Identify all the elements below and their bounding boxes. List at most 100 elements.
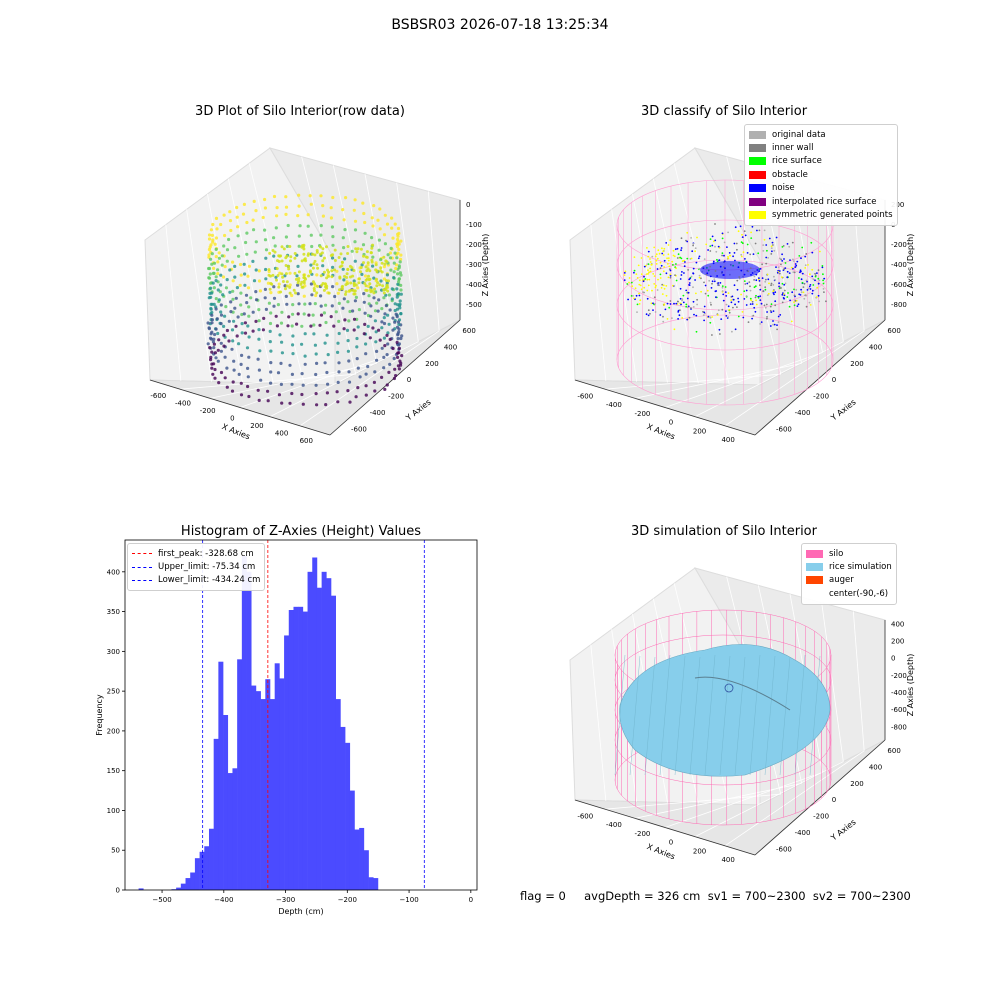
data-point — [373, 319, 377, 323]
data-point — [291, 334, 295, 338]
legend-label: Lower_limit: -434.24 cm — [158, 575, 261, 586]
data-point — [273, 244, 277, 248]
grid-line — [852, 611, 865, 751]
data-point — [240, 322, 244, 326]
legend-label: first_peak: -328.68 cm — [158, 548, 254, 559]
data-point — [243, 321, 247, 325]
data-point — [721, 237, 724, 240]
data-point — [646, 278, 649, 281]
data-point — [696, 298, 698, 301]
data-point — [318, 323, 322, 327]
data-point — [329, 216, 333, 220]
legend-item: rice surface — [749, 155, 893, 168]
data-point — [396, 320, 401, 324]
data-point — [814, 275, 817, 278]
data-point — [651, 255, 654, 258]
data-point — [347, 319, 351, 323]
data-point — [319, 304, 323, 308]
data-point — [399, 312, 403, 316]
data-point — [367, 284, 371, 288]
data-point — [394, 263, 399, 267]
data-point — [672, 264, 674, 266]
data-point — [707, 294, 710, 297]
data-point — [304, 259, 308, 263]
data-point — [647, 284, 650, 287]
legend-item: symmetric generated points — [749, 208, 893, 221]
data-point — [207, 276, 212, 280]
data-point — [398, 271, 402, 275]
data-point — [677, 318, 679, 320]
data-point — [653, 275, 656, 277]
data-point — [210, 321, 214, 325]
data-point — [234, 324, 238, 328]
data-point — [664, 308, 667, 311]
y-axis-line — [754, 739, 886, 856]
data-point — [719, 282, 722, 284]
data-point — [709, 238, 712, 240]
legend-label: Upper_limit: -75.34 cm — [158, 562, 256, 573]
data-point — [251, 259, 255, 263]
data-point — [284, 272, 288, 276]
data-point — [371, 255, 375, 259]
plot4-legend: silo rice simulation auger center(-90,-6) — [801, 543, 897, 605]
data-point — [635, 273, 638, 275]
data-point — [647, 255, 650, 258]
data-point — [384, 259, 388, 263]
data-point — [725, 303, 728, 306]
data-point — [399, 336, 403, 341]
surface-mesh — [704, 654, 716, 776]
data-point — [667, 244, 670, 246]
data-point — [759, 299, 762, 301]
data-point — [649, 267, 651, 270]
data-point — [691, 250, 694, 253]
histogram-bar — [349, 790, 355, 890]
data-point — [663, 247, 666, 250]
data-point — [286, 324, 290, 328]
data-point — [367, 278, 371, 282]
data-point — [662, 254, 665, 256]
data-point — [818, 300, 820, 303]
data-point — [239, 262, 243, 267]
data-point — [254, 240, 258, 244]
data-point — [340, 260, 344, 264]
data-point — [210, 262, 214, 266]
data-point — [331, 235, 335, 239]
data-point — [393, 308, 397, 313]
data-point — [284, 212, 288, 216]
data-point — [626, 283, 629, 285]
histogram-bar — [227, 773, 233, 890]
data-point — [722, 293, 725, 296]
data-point — [382, 336, 386, 340]
data-point — [765, 256, 768, 259]
data-point — [298, 224, 302, 228]
data-point — [384, 304, 388, 308]
data-point — [711, 280, 714, 283]
data-point — [816, 286, 819, 289]
data-point — [681, 299, 683, 302]
data-point — [773, 293, 775, 296]
data-point — [276, 259, 279, 263]
data-point — [223, 233, 227, 238]
data-point — [725, 295, 728, 297]
legend-item: auger — [806, 574, 892, 587]
data-point — [363, 220, 367, 225]
data-point — [315, 361, 319, 365]
data-point — [747, 321, 750, 323]
data-point — [302, 252, 306, 256]
data-point — [364, 274, 368, 278]
data-point — [356, 366, 360, 370]
data-point — [362, 300, 366, 304]
y-tick-label: 200 — [850, 780, 863, 788]
data-point — [346, 300, 350, 304]
z-tick-label: 200 — [891, 638, 904, 646]
data-point — [396, 337, 400, 341]
data-point — [213, 242, 217, 246]
data-point — [314, 392, 318, 396]
data-point — [721, 232, 724, 235]
data-point — [647, 269, 649, 272]
histogram-bar — [270, 699, 275, 890]
data-point — [383, 262, 387, 266]
data-point — [757, 296, 760, 299]
data-point — [216, 359, 220, 363]
data-point — [244, 240, 248, 245]
